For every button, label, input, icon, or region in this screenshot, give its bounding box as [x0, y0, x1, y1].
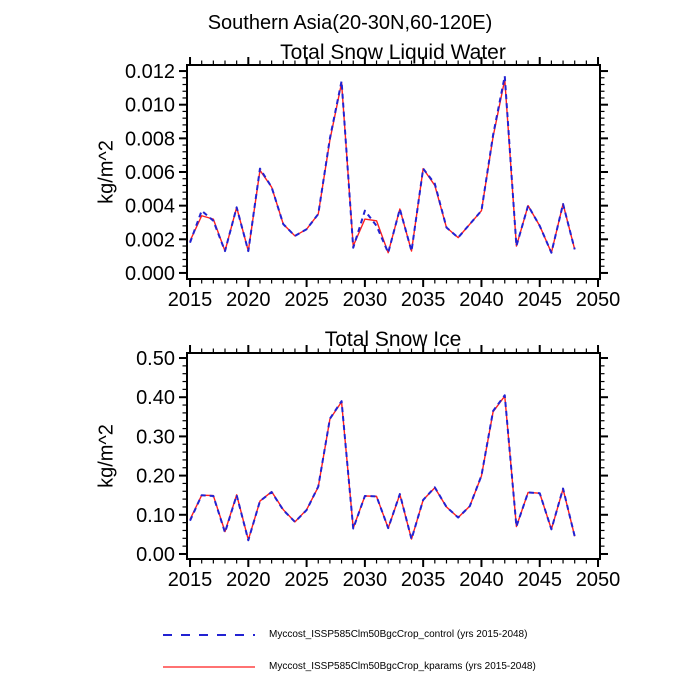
page-title: Southern Asia(20-30N,60-120E) [207, 12, 493, 34]
series-line-control [189, 75, 576, 254]
legend-line-solid-icon [163, 666, 255, 668]
series-line-kparams [189, 78, 576, 254]
x-tick-label: 2015 [168, 289, 213, 311]
x-tick-label: 2015 [168, 569, 213, 591]
y-tick-label: 0.006 [125, 162, 175, 184]
legend-item-kparams: Myccost_ISSP585Clm50BgcCrop_kparams (yrs… [162, 659, 536, 675]
legend-label-control: Myccost_ISSP585Clm50BgcCrop_control (yrs… [269, 629, 528, 640]
chart-total-snow-ice: 2015 2020 2025 2030 2035 2040 2045 2050 0.00 0.10… [136, 345, 620, 591]
x-tick-label: 2040 [459, 569, 504, 591]
y-tick-label: 0.008 [125, 128, 175, 150]
x-tick-label: 2035 [401, 569, 446, 591]
x-tick-label: 2050 [576, 569, 621, 591]
x-tick-label: 2045 [517, 289, 562, 311]
y-tick-label: 0.012 [125, 61, 175, 83]
x-tick-label: 2030 [343, 289, 388, 311]
series-line-kparams [189, 395, 576, 541]
y-tick-label: 0.30 [136, 426, 175, 448]
chart-title-snow-ice: Total Snow Ice [324, 328, 462, 351]
y-tick-label: 0.002 [125, 229, 175, 251]
y-tick-label: 0.00 [136, 544, 175, 566]
legend-label-kparams: Myccost_ISSP585Clm50BgcCrop_kparams (yrs… [269, 661, 536, 672]
x-tick-label: 2020 [226, 569, 271, 591]
series-line-control [189, 394, 576, 542]
y-tick-label: 0.000 [125, 263, 175, 285]
plot-frame [186, 352, 601, 560]
y-tick-label: 0.40 [136, 387, 175, 409]
x-tick-label: 2020 [226, 289, 271, 311]
x-tick-label: 2050 [576, 289, 621, 311]
x-tick-label: 2040 [459, 289, 504, 311]
legend-item-control: Myccost_ISSP585Clm50BgcCrop_control (yrs… [162, 627, 527, 643]
y-tick-label: 0.10 [136, 505, 175, 527]
y-tick-label: 0.20 [136, 466, 175, 488]
y-tick-label: 0.50 [136, 348, 175, 370]
y-tick-label: 0.010 [125, 95, 175, 117]
x-tick-label: 2045 [517, 569, 562, 591]
legend-line-dashed-icon [163, 634, 255, 636]
y-tick-label: 0.004 [125, 196, 175, 218]
x-tick-label: 2025 [284, 569, 329, 591]
chart-total-snow-liquid-water: 2015 2020 2025 2030 2035 2040 2045 2050 0.000 0.0… [125, 57, 620, 311]
x-tick-label: 2030 [343, 569, 388, 591]
x-tick-label: 2025 [284, 289, 329, 311]
x-tick-label: 2035 [401, 289, 446, 311]
chart-title-liquid-water: Total Snow Liquid Water [280, 41, 506, 64]
